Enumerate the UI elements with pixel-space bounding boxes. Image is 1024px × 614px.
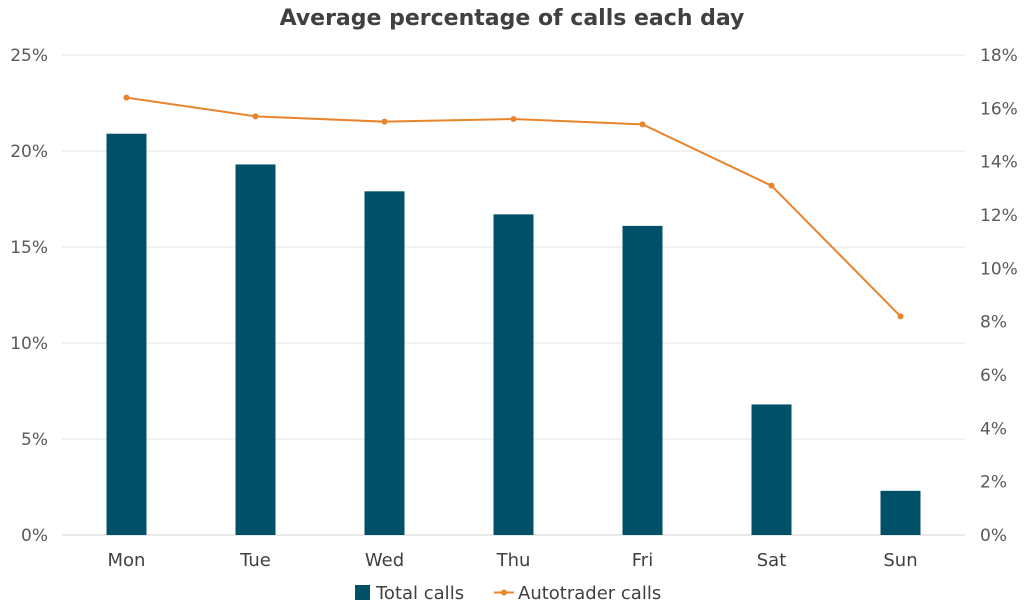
- right-axis-ticks: 0% 2% 4% 6% 8% 10% 12% 14% 16% 18%: [980, 46, 1018, 546]
- right-tick-label: 10%: [980, 259, 1018, 279]
- left-tick-label: 5%: [21, 430, 48, 450]
- bar-fri: [622, 225, 663, 535]
- legend-swatch-total-calls: [355, 585, 370, 600]
- line-point-sun: [897, 313, 904, 320]
- legend-label-total-calls: Total calls: [375, 583, 464, 604]
- legend-label-autotrader-calls: Autotrader calls: [518, 583, 661, 604]
- left-axis-ticks: 0% 5% 10% 15% 20% 25%: [10, 46, 48, 546]
- chart-title: Average percentage of calls each day: [279, 6, 745, 31]
- category-label: Tue: [239, 550, 271, 571]
- category-label: Thu: [496, 550, 531, 571]
- left-tick-label: 20%: [10, 142, 48, 162]
- bar-series-total-calls: [106, 133, 921, 536]
- left-tick-label: 0%: [21, 526, 48, 546]
- line-point-thu: [510, 116, 517, 122]
- right-tick-label: 0%: [980, 526, 1007, 546]
- category-label: Sat: [757, 550, 787, 571]
- bar-mon: [106, 133, 147, 535]
- right-tick-label: 18%: [980, 46, 1018, 66]
- category-axis-labels: Mon Tue Wed Thu Fri Sat Sun: [108, 550, 918, 571]
- right-tick-label: 16%: [980, 99, 1018, 119]
- category-label: Wed: [365, 550, 404, 571]
- left-tick-label: 15%: [10, 238, 48, 258]
- category-label: Fri: [632, 550, 653, 571]
- bar-thu: [493, 214, 534, 536]
- line-series-autotrader-calls: [123, 94, 904, 320]
- right-tick-label: 4%: [980, 419, 1007, 439]
- right-tick-label: 6%: [980, 366, 1007, 386]
- line-point-sat: [768, 182, 775, 189]
- right-tick-label: 12%: [980, 206, 1018, 226]
- bar-wed: [364, 191, 405, 535]
- right-tick-label: 14%: [980, 153, 1018, 173]
- line-point-wed: [381, 118, 388, 125]
- category-label: Sun: [883, 550, 917, 571]
- bar-sat: [751, 404, 792, 535]
- legend: Total calls Autotrader calls: [355, 583, 661, 604]
- category-label: Mon: [108, 550, 146, 571]
- right-tick-label: 2%: [980, 473, 1007, 493]
- bar-sun: [880, 490, 921, 535]
- line-point-mon: [123, 94, 130, 101]
- line-point-fri: [639, 121, 646, 128]
- left-tick-label: 10%: [10, 334, 48, 354]
- left-tick-label: 25%: [10, 46, 48, 66]
- legend-marker-autotrader-calls: [501, 589, 507, 596]
- bar-tue: [235, 164, 276, 535]
- line-point-tue: [252, 113, 259, 120]
- right-tick-label: 8%: [980, 313, 1007, 333]
